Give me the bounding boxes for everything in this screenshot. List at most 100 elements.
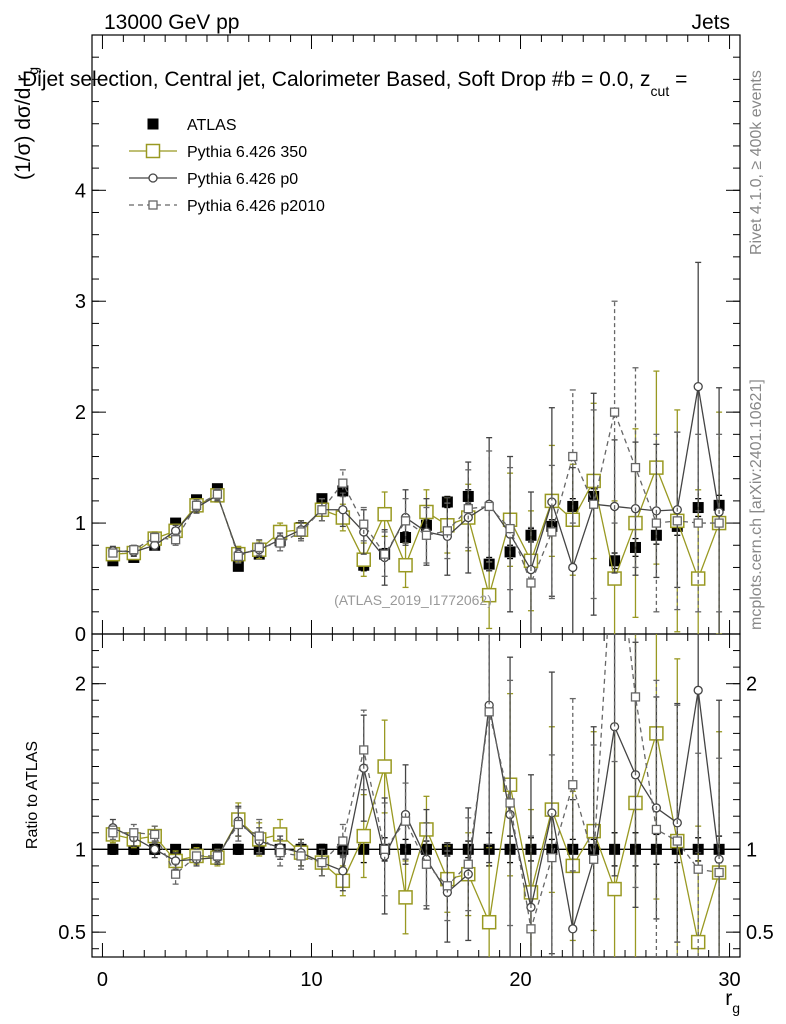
main-point: [129, 545, 139, 555]
main-panel-y-tick-label: 2: [75, 402, 86, 424]
ratio-point: [547, 852, 557, 863]
ratio-point: [672, 836, 682, 846]
main-point: [359, 519, 369, 529]
main-point: [338, 505, 348, 515]
legend-marker: [147, 118, 159, 130]
ratio-point: [398, 890, 413, 905]
ratio-point: [108, 828, 118, 838]
x-tick-label: 30: [718, 969, 740, 991]
ratio-point: [129, 828, 139, 838]
main-panel-y-tick-label: 1: [75, 513, 86, 535]
ratio-point: [233, 819, 243, 830]
main-point: [526, 578, 536, 588]
header-right: Jets: [691, 11, 730, 34]
ratio-series-pythia-6-426-p2010: [108, 634, 724, 957]
ratio-panel-series: [105, 634, 727, 957]
main-point: [317, 505, 327, 515]
ratio-point: [442, 881, 453, 891]
ratio-point: [421, 859, 432, 869]
ratio-series-pythia-6-426-350: [105, 634, 727, 957]
plot-title: Dijet selection, Central jet, Calorimete…: [22, 68, 687, 99]
main-point: [693, 381, 703, 392]
main-point: [338, 478, 348, 488]
ratio-point: [607, 881, 622, 897]
legend-label: ATLAS: [187, 117, 237, 134]
main-point: [481, 587, 497, 603]
main-point: [398, 557, 413, 573]
ratio-point: [212, 851, 223, 861]
legend-marker: [148, 200, 158, 210]
ratio-point: [338, 866, 348, 876]
legend-label: Pythia 6.426 p0: [187, 171, 298, 188]
main-point: [254, 542, 264, 553]
main-point: [693, 518, 703, 528]
ratio-point: [463, 859, 473, 869]
main-point: [275, 538, 285, 548]
main-point: [630, 462, 641, 473]
legend-item-atlas: ATLAS: [147, 117, 237, 134]
main-point: [421, 530, 432, 540]
ratio-point: [589, 854, 599, 864]
ratio-point: [170, 869, 181, 879]
header-left: 13000 GeV pp: [104, 11, 239, 34]
main-point: [672, 516, 682, 526]
ratio-point: [191, 851, 202, 861]
ratio-point: [651, 824, 662, 835]
ratio-point: [714, 867, 724, 878]
legend-marker: [145, 143, 161, 159]
ratio-point: [150, 829, 160, 840]
main-point: [484, 501, 494, 512]
main-point: [296, 527, 306, 537]
main-line-pythia-6-426-350: [112, 465, 720, 598]
ratio-panel-y-tick-label-right: 1: [746, 839, 757, 861]
ratio-line-pythia-6-426-p2010: [112, 634, 720, 930]
ratio-point: [481, 914, 497, 930]
main-point: [607, 571, 622, 586]
legend-label: Pythia 6.426 p2010: [187, 198, 325, 215]
ratio-panel-y-tick-label: 0.5: [58, 922, 86, 944]
main-panel-y-tick-label: 3: [75, 291, 86, 313]
ratio-point: [400, 816, 411, 826]
main-point: [589, 499, 599, 509]
ratio-series-pythia-6-426-p0: [108, 634, 724, 957]
plot-title-tail: =: [669, 68, 687, 91]
main-point: [212, 489, 223, 499]
ratio-point: [317, 857, 327, 868]
plot-title-main: Dijet selection, Central jet, Calorimete…: [22, 68, 651, 91]
main-point: [379, 549, 390, 559]
main-point: [150, 532, 160, 543]
ratio-point: [150, 844, 160, 854]
main-point: [108, 548, 118, 558]
plot-title-sub: cut: [651, 83, 670, 99]
x-tick-label: 10: [300, 969, 322, 991]
ratio-point: [568, 780, 578, 790]
mcplots-credit-label: mcplots.cern.ch [arXiv:2401.10621]: [748, 379, 765, 630]
legend-label: Pythia 6.426 350: [187, 144, 307, 161]
ratio-point: [275, 847, 285, 858]
main-point: [356, 552, 371, 567]
main-panel-y-tick-label: 4: [75, 180, 86, 202]
rivet-version-label: Rivet 4.1.0, ≥ 400k events: [748, 70, 765, 255]
ratio-point: [568, 924, 578, 934]
analysis-id: (ATLAS_2019_I1772062): [334, 592, 492, 608]
x-tick-label: 0: [97, 969, 108, 991]
ratio-point: [254, 831, 264, 841]
legend-item-pythia-6-426-350: Pythia 6.426 350: [129, 143, 307, 161]
main-line-pythia-6-426-p2010: [112, 409, 720, 585]
main-point: [609, 407, 620, 417]
legend: ATLAS Pythia 6.426 350 Pythia 6.426 p0 Pyth…: [129, 117, 325, 215]
main-point: [568, 451, 578, 462]
main-point: [690, 571, 706, 586]
legend-item-pythia-6-426-p0: Pythia 6.426 p0: [129, 171, 298, 188]
ratio-point: [377, 759, 392, 774]
ratio-point: [484, 707, 494, 717]
x-axis-label: rg: [725, 987, 740, 1016]
main-point: [400, 516, 411, 526]
x-tick-label: 20: [509, 969, 531, 991]
main-point: [505, 523, 515, 534]
ratio-panel-y-tick-label-right: 0.5: [746, 922, 774, 944]
ratio-point: [693, 864, 703, 874]
ratio-line-pythia-6-426-p0: [112, 690, 720, 930]
main-series-pythia-6-426-p2010: [108, 300, 724, 634]
ratio-panel-y-tick-label-right: 2: [746, 674, 757, 696]
